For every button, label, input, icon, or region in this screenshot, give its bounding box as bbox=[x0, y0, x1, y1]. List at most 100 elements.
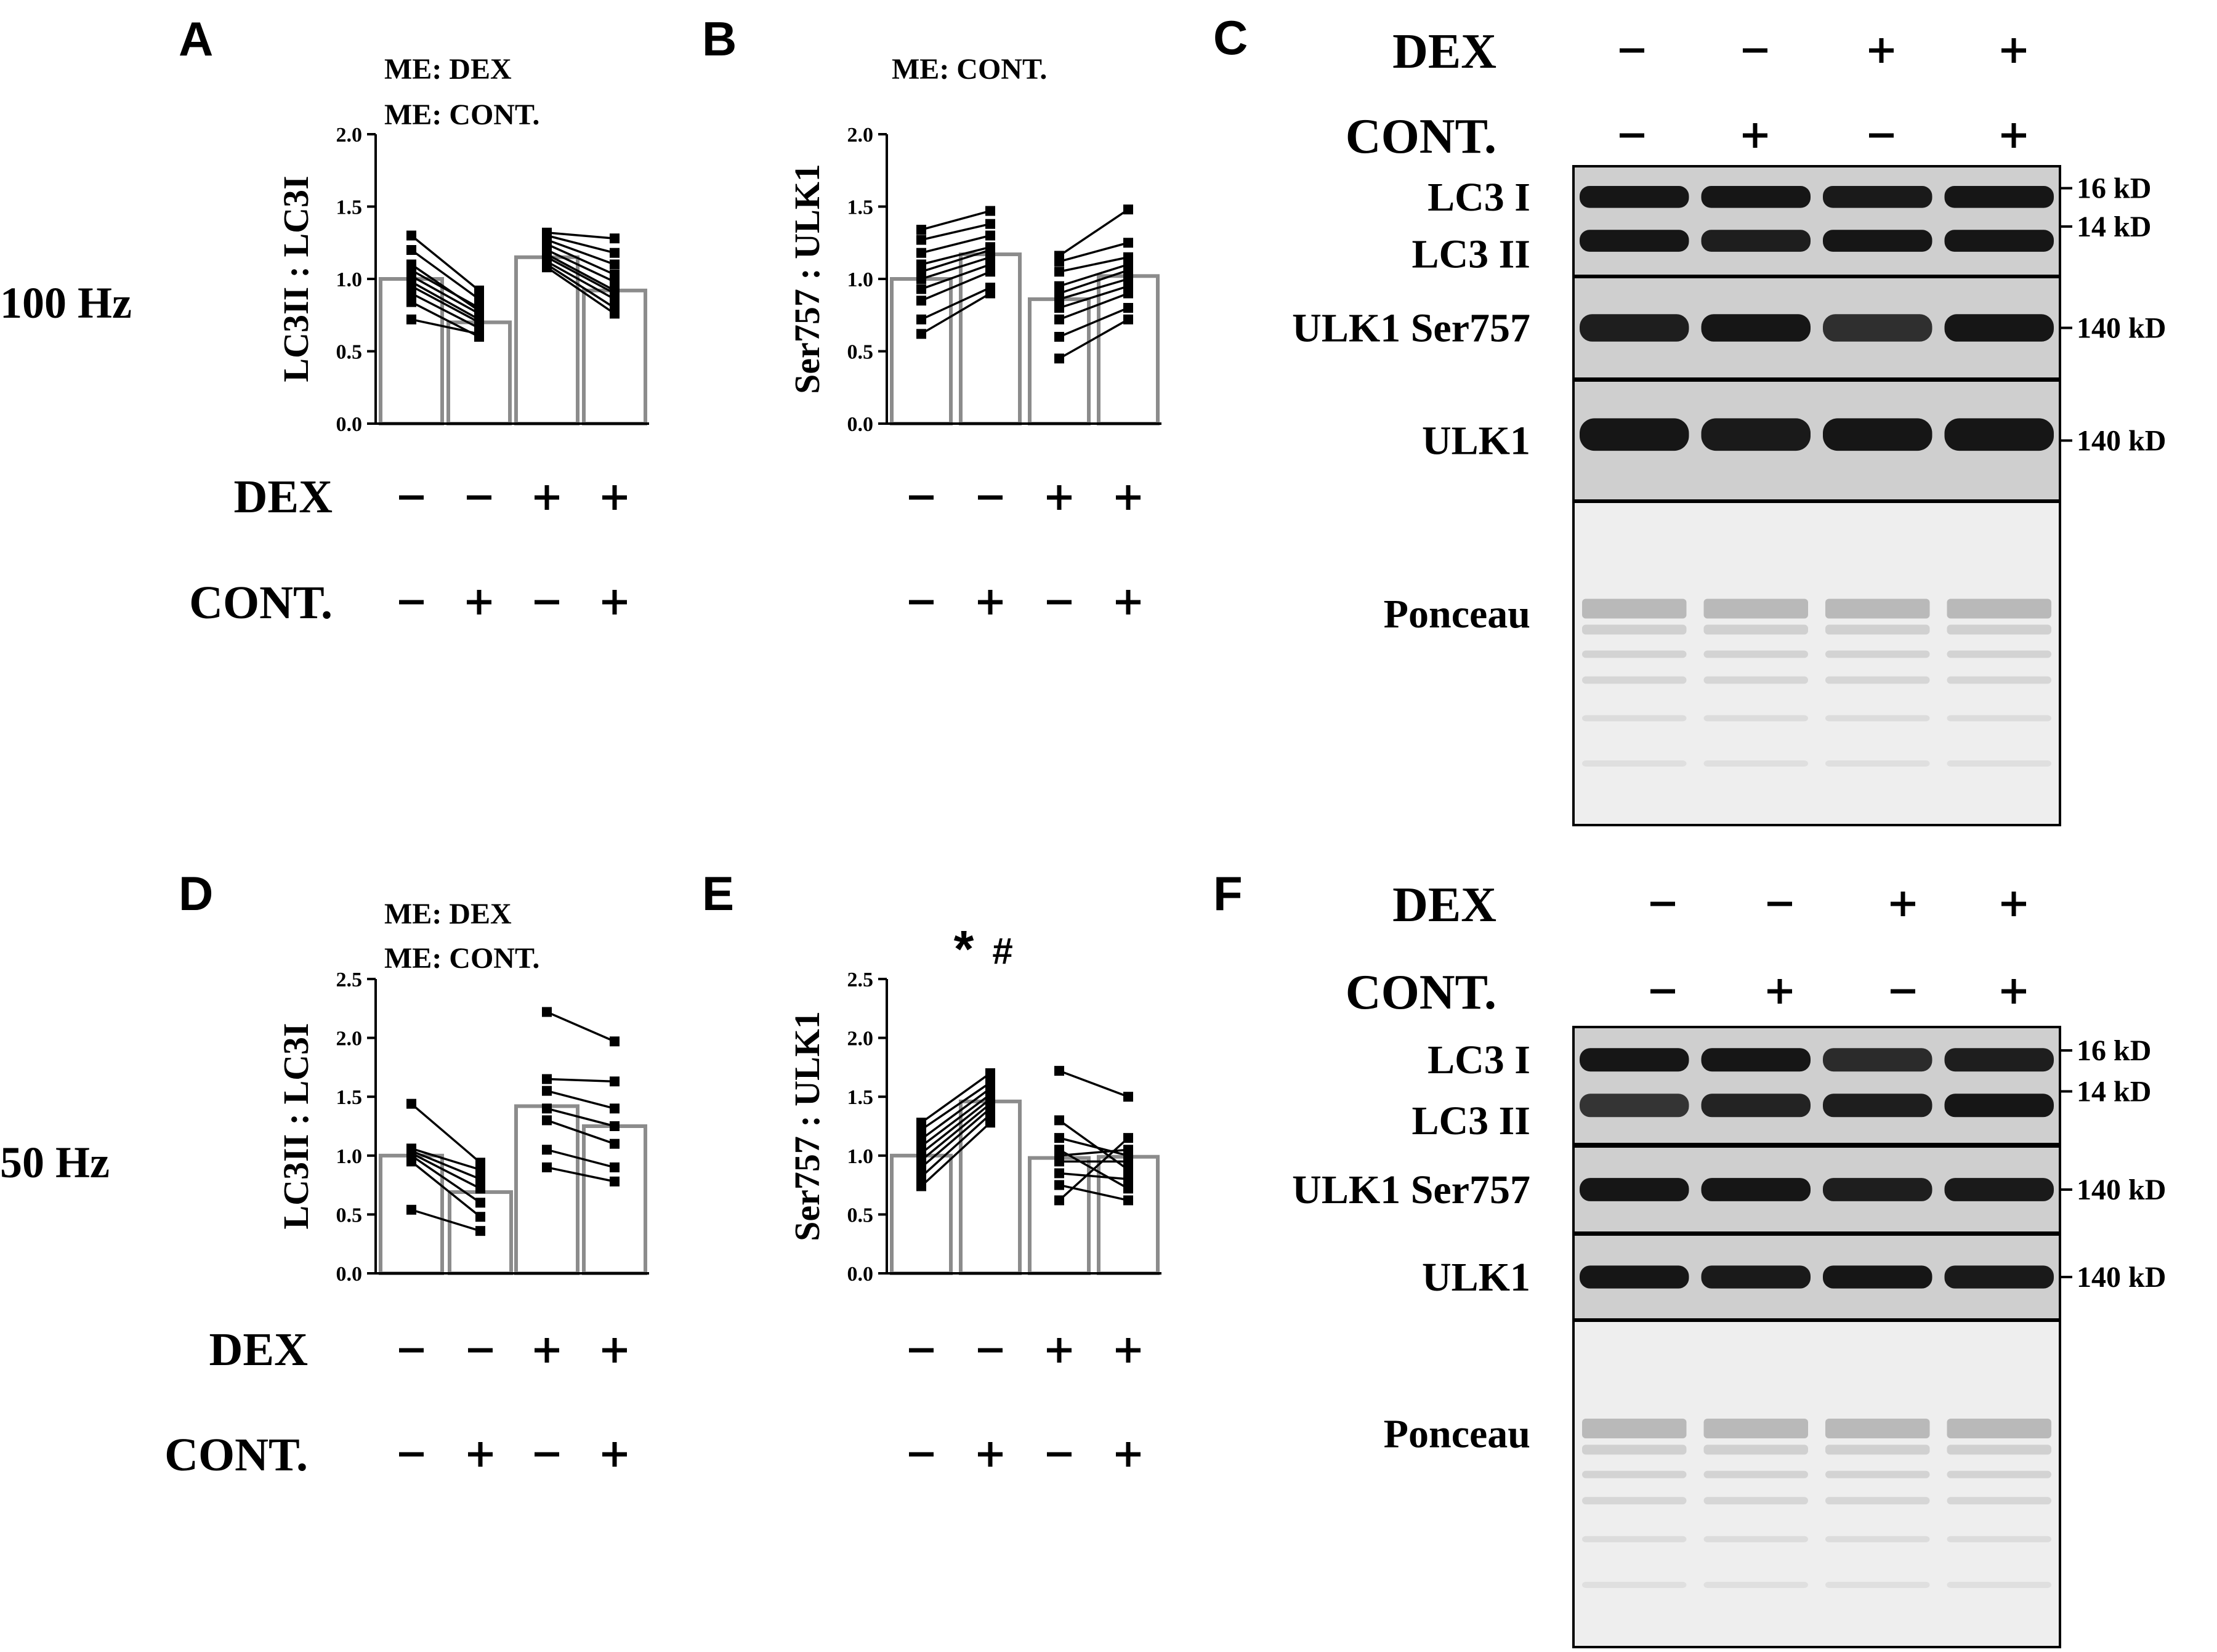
dex-row-label: DEX bbox=[234, 471, 333, 523]
blot-row-2: ULK1 140 kD bbox=[1422, 1233, 2166, 1321]
pair-line bbox=[1059, 1070, 1129, 1098]
mw-marker-14kd: 14 kD bbox=[2077, 1076, 2151, 1108]
ponceau-band bbox=[1825, 650, 1930, 658]
pair-line bbox=[921, 209, 991, 231]
data-point bbox=[1123, 1150, 1133, 1161]
y-tick-label: 1.5 bbox=[847, 1086, 874, 1109]
ponceau-band bbox=[1582, 624, 1687, 635]
ponceau-band bbox=[1703, 1470, 1808, 1478]
data-point bbox=[1054, 1066, 1064, 1076]
data-point bbox=[542, 1145, 552, 1155]
pair-line bbox=[546, 260, 615, 300]
y-tick-label: 2.0 bbox=[336, 1028, 363, 1050]
data-point bbox=[610, 248, 620, 258]
ponceau-band bbox=[1947, 1497, 2051, 1505]
data-point bbox=[406, 1204, 416, 1215]
pair-line bbox=[920, 1087, 991, 1140]
data-point bbox=[985, 242, 995, 252]
ponceau-band bbox=[1582, 1419, 1687, 1438]
blot-band bbox=[1701, 1094, 1811, 1118]
ponceau-band bbox=[1703, 1419, 1808, 1438]
y-tick-label: 1.0 bbox=[336, 268, 363, 291]
blot-band bbox=[1701, 418, 1811, 451]
data-point bbox=[985, 1068, 995, 1078]
main-effect-annotation: ME: CONT. bbox=[384, 99, 539, 131]
pair-line bbox=[411, 301, 480, 338]
y-tick-label: 2.0 bbox=[847, 124, 874, 147]
pair-line bbox=[546, 264, 615, 309]
blot-band bbox=[1823, 314, 1932, 342]
pair-line bbox=[411, 1150, 481, 1180]
ponceau-band bbox=[1947, 676, 2051, 684]
pair-line bbox=[920, 1072, 991, 1124]
data-point bbox=[542, 1007, 552, 1017]
blot-dex-label: DEX bbox=[1392, 878, 1496, 932]
data-point bbox=[474, 285, 484, 296]
bar-2 bbox=[514, 1104, 579, 1275]
ponceau-band bbox=[1703, 715, 1808, 722]
blot-label: ULK1 bbox=[1422, 419, 1530, 464]
data-point bbox=[610, 259, 620, 270]
blot-label-lc3-ii: LC3 II bbox=[1411, 1098, 1530, 1143]
ponceau-membrane bbox=[1572, 1320, 2061, 1648]
blot-band bbox=[1823, 1048, 1932, 1072]
y-tick-label: 1.0 bbox=[847, 268, 874, 291]
pair-line bbox=[920, 1113, 991, 1178]
pair-line bbox=[1059, 1183, 1129, 1202]
ponceau-band bbox=[1825, 1444, 1930, 1455]
data-point bbox=[542, 1074, 552, 1084]
pair-line bbox=[921, 263, 991, 291]
blot-membrane bbox=[1572, 165, 2061, 277]
ponceau-membrane bbox=[1572, 501, 2061, 826]
main-effect-annotation: ME: DEX bbox=[384, 898, 512, 930]
data-point bbox=[474, 332, 484, 342]
ponceau-band bbox=[1582, 1536, 1687, 1542]
pair-line bbox=[546, 232, 615, 240]
pair-line bbox=[411, 1209, 481, 1232]
data-point bbox=[1054, 303, 1064, 313]
blot-label-lc3-i: LC3 I bbox=[1428, 1038, 1530, 1082]
data-point bbox=[406, 1143, 416, 1154]
data-point bbox=[1123, 204, 1133, 215]
y-tick-label: 0.5 bbox=[336, 1204, 363, 1227]
significance-star: * bbox=[954, 920, 974, 978]
ponceau-band bbox=[1947, 715, 2051, 722]
data-point bbox=[1123, 1133, 1133, 1143]
y-tick-label: 0.0 bbox=[336, 413, 363, 436]
y-axis-label: LC3II : LC3I bbox=[276, 1023, 316, 1229]
ponceau-band bbox=[1825, 676, 1930, 684]
pair-line bbox=[410, 1160, 482, 1218]
blot-row-3: Ponceau bbox=[1384, 501, 2061, 826]
blot-label-lc3-i: LC3 I bbox=[1428, 175, 1530, 220]
ponceau-label: Ponceau bbox=[1384, 1412, 1530, 1457]
pair-line bbox=[546, 256, 615, 295]
data-point bbox=[1054, 1180, 1064, 1190]
pair-line bbox=[411, 1152, 481, 1190]
y-tick-label: 0.5 bbox=[847, 1204, 874, 1227]
pair-line bbox=[411, 264, 480, 312]
chart-panel-e: E 0.0 0.5 1.0 1.5 2.0 2.5 Ser757 : ULK1 * # bbox=[702, 866, 1161, 1467]
pair-line bbox=[1059, 241, 1129, 263]
data-point bbox=[610, 285, 620, 296]
data-point bbox=[916, 1172, 926, 1182]
cont-row-label: CONT. bbox=[164, 1429, 308, 1481]
pair-line bbox=[1059, 1148, 1129, 1190]
y-tick-label: 1.5 bbox=[336, 196, 363, 219]
data-point bbox=[1054, 332, 1064, 342]
blot-band bbox=[1944, 418, 2054, 451]
data-point bbox=[916, 296, 926, 306]
panel-letter-c: C bbox=[1213, 10, 1248, 65]
data-point bbox=[542, 227, 552, 238]
blot-panel-c: C DEX CONT. LC3 I LC3 II 16 kD 14 kD ULK1 Ser7… bbox=[1213, 10, 2166, 826]
data-point bbox=[1054, 281, 1064, 291]
pair-line bbox=[920, 1103, 991, 1161]
mw-marker-16kd: 16 kD bbox=[2077, 172, 2151, 205]
pair-line bbox=[1059, 292, 1129, 321]
pair-line bbox=[546, 243, 615, 276]
y-tick-label: 2.5 bbox=[336, 969, 363, 991]
ponceau-band bbox=[1703, 760, 1808, 767]
blot-band bbox=[1701, 186, 1811, 208]
y-tick-label: 0.0 bbox=[847, 413, 874, 436]
y-tick-label: 1.5 bbox=[847, 196, 874, 219]
pair-line bbox=[546, 1166, 615, 1183]
